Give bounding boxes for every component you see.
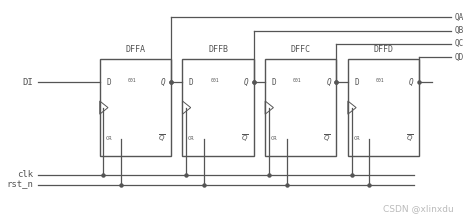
Text: 001: 001 [128,78,136,83]
Text: QC: QC [455,39,464,48]
Text: $\overline{Q}$: $\overline{Q}$ [241,133,248,144]
Text: QB: QB [455,26,464,35]
Text: D: D [106,78,111,87]
Text: D: D [354,78,359,87]
Text: DI: DI [22,78,33,87]
Text: Q: Q [409,78,413,87]
Text: Q: Q [161,78,165,87]
Text: Q: Q [244,78,248,87]
Text: 001: 001 [210,78,219,83]
Text: D: D [272,78,276,87]
Text: $\overline{Q}$: $\overline{Q}$ [158,133,165,144]
Text: CR: CR [188,136,194,141]
Text: 001: 001 [375,78,384,83]
Text: $\overline{Q}$: $\overline{Q}$ [323,133,331,144]
Text: D: D [189,78,193,87]
Text: QD: QD [455,53,464,62]
Text: DFFB: DFFB [208,45,228,54]
Text: DFFA: DFFA [125,45,146,54]
Text: DFFC: DFFC [291,45,311,54]
Text: 001: 001 [293,78,301,83]
Text: rst_n: rst_n [6,180,33,189]
Text: QA: QA [455,13,464,22]
Text: $\overline{Q}$: $\overline{Q}$ [406,133,413,144]
Text: Q: Q [326,78,331,87]
Text: DFFD: DFFD [374,45,393,54]
Bar [100,59,171,156]
Text: CR: CR [354,136,360,141]
Text: CR: CR [105,136,112,141]
Bar [265,59,337,156]
Text: CSDN @xlinxdu: CSDN @xlinxdu [383,204,454,213]
Text: clk: clk [17,170,33,179]
Bar [182,59,254,156]
Text: CR: CR [271,136,277,141]
Bar [348,59,419,156]
